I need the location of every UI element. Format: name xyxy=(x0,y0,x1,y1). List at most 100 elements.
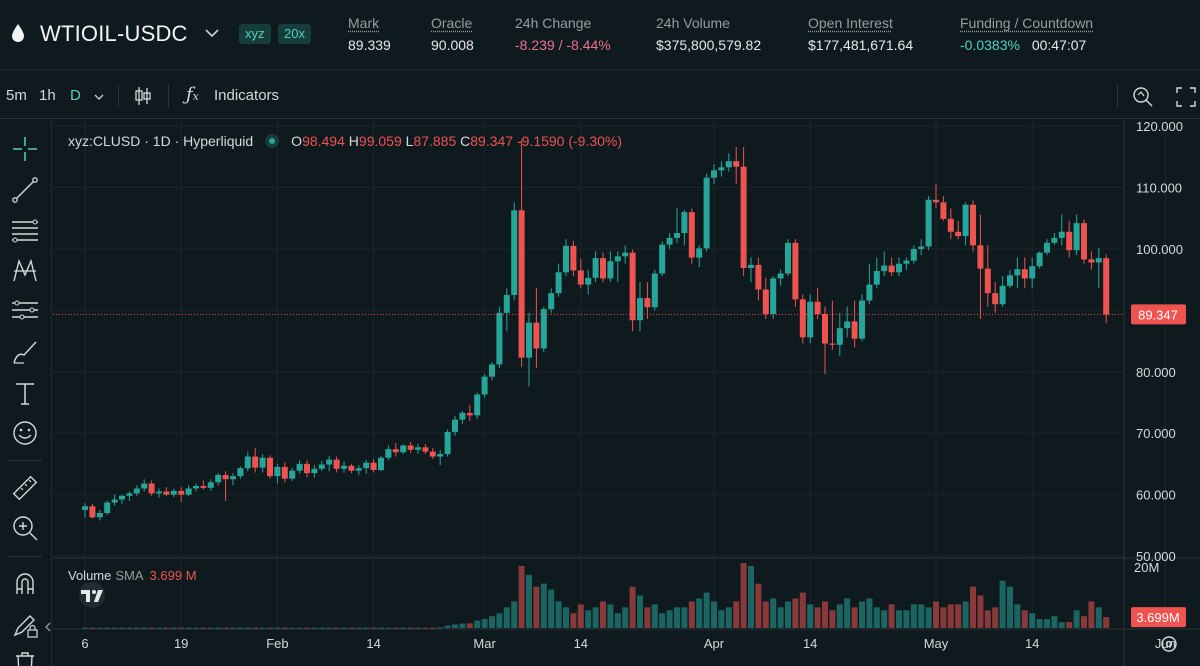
interval-chevron-down-icon[interactable] xyxy=(93,91,105,103)
price-tick-label: 60.000 xyxy=(1136,488,1176,503)
volume-bar xyxy=(96,627,103,629)
candle-down xyxy=(466,404,473,421)
projection-tool[interactable] xyxy=(10,295,40,325)
trendline-tool[interactable] xyxy=(10,175,40,205)
candle-up xyxy=(82,503,88,518)
fullscreen-icon[interactable] xyxy=(1175,86,1197,108)
candle-body xyxy=(600,258,606,279)
volume-bar xyxy=(925,607,932,628)
candle-down xyxy=(992,282,999,313)
volume-bar xyxy=(296,627,303,629)
interval-1d[interactable]: D xyxy=(70,87,81,104)
ruler-tool[interactable] xyxy=(10,473,40,503)
magnet-tool[interactable] xyxy=(10,569,40,599)
candle-up xyxy=(614,251,621,283)
volume-bar xyxy=(947,604,954,628)
fib-tool[interactable] xyxy=(10,215,40,245)
candle-up xyxy=(141,479,148,492)
candle-body xyxy=(844,321,851,329)
volume-bar xyxy=(629,586,636,628)
trash-tool[interactable] xyxy=(10,648,40,666)
crosshair-tool[interactable] xyxy=(10,134,40,164)
toolbar-divider xyxy=(118,84,119,108)
candle-body xyxy=(341,465,347,469)
candles-icon[interactable] xyxy=(133,85,153,107)
candle-up xyxy=(918,239,925,256)
candle-up xyxy=(681,209,688,246)
volume-bar xyxy=(474,620,481,628)
candle-body xyxy=(792,242,799,300)
price-tick-label: 70.000 xyxy=(1136,426,1176,441)
stat-open-interest: Open Interest $177,481,671.64 xyxy=(808,14,913,54)
volume-bar xyxy=(563,607,569,628)
pattern-icon xyxy=(13,258,37,282)
stat-24h-volume: 24h Volume $375,800,579.82 xyxy=(656,14,761,54)
pattern-tool[interactable] xyxy=(10,255,40,285)
pair-selector[interactable]: WTIOIL-USDC xyxy=(40,21,188,46)
chart-settings-gear-icon[interactable] xyxy=(1161,636,1177,652)
volume-bar xyxy=(230,627,236,629)
candle-body xyxy=(688,212,695,258)
last-price-badge xyxy=(1131,304,1186,325)
candle-body xyxy=(1095,258,1102,263)
volume-bar xyxy=(496,613,503,628)
volume-bar xyxy=(503,607,510,628)
time-tick-label: 14 xyxy=(1025,636,1039,651)
candle-body xyxy=(141,483,148,489)
candle-up xyxy=(119,494,125,504)
lock-drawing-tool[interactable] xyxy=(10,610,40,640)
candle-body xyxy=(148,483,155,494)
candle-body xyxy=(970,204,976,246)
candle-body xyxy=(755,264,762,290)
volume-bar xyxy=(363,627,370,629)
tradingview-logo-icon[interactable] xyxy=(73,582,111,608)
candle-up xyxy=(385,445,392,461)
volume-bar xyxy=(333,627,340,629)
text-tool[interactable] xyxy=(10,378,40,408)
brush-tool[interactable] xyxy=(10,337,40,367)
candle-body xyxy=(170,490,177,495)
quick-search-icon[interactable] xyxy=(1131,85,1155,109)
volume-bar xyxy=(452,624,458,628)
price-tick-label: 50.000 xyxy=(1136,549,1176,564)
candle-body xyxy=(281,466,288,479)
volume-bar xyxy=(762,601,769,628)
volume-bar xyxy=(481,619,488,628)
volume-bar xyxy=(148,627,155,629)
candle-body xyxy=(429,451,436,457)
candle-body xyxy=(873,271,880,285)
candle-up xyxy=(844,306,851,338)
tools-divider xyxy=(8,556,42,557)
candle-body xyxy=(193,485,199,489)
volume-bar xyxy=(984,610,991,628)
candlestick-chart-svg[interactable]: 120.000110.000100.00090.00080.00070.0006… xyxy=(53,120,1200,666)
market-status-dot-icon xyxy=(265,134,280,148)
volume-bar xyxy=(555,601,562,628)
zoom-in-tool[interactable] xyxy=(10,513,40,543)
emoji-tool[interactable] xyxy=(10,418,40,448)
candle-up xyxy=(459,411,466,424)
candle-down xyxy=(222,471,229,501)
stat-oracle: Oracle 90.008 xyxy=(431,14,474,54)
volume-bar xyxy=(1044,619,1050,628)
price-chart[interactable]: 120.000110.000100.00090.00080.00070.0006… xyxy=(53,120,1200,666)
interval-5m[interactable]: 5m xyxy=(6,87,27,104)
interval-1h[interactable]: 1h xyxy=(39,87,56,104)
indicators-button[interactable]: Indicators xyxy=(214,87,280,104)
indicators-fx-icon[interactable]: ƒx xyxy=(186,84,199,105)
time-tick-label: 14 xyxy=(803,636,817,651)
candle-body xyxy=(733,161,740,167)
volume-bar xyxy=(318,627,325,629)
candle-body xyxy=(607,261,614,279)
chevron-down-icon[interactable] xyxy=(203,24,221,42)
volume-bar xyxy=(289,627,296,629)
leverage-badge[interactable]: 20x xyxy=(278,24,311,44)
candle-up xyxy=(563,239,569,276)
volume-bar xyxy=(1081,616,1087,628)
candle-body xyxy=(703,177,710,249)
legend-symbol[interactable]: xyz:CLUSD · 1D · Hyperliquid xyxy=(68,133,254,149)
candle-up xyxy=(489,361,495,381)
candle-up xyxy=(748,257,754,283)
collapse-tools-chevron-icon[interactable] xyxy=(44,621,52,633)
candle-body xyxy=(466,412,473,416)
